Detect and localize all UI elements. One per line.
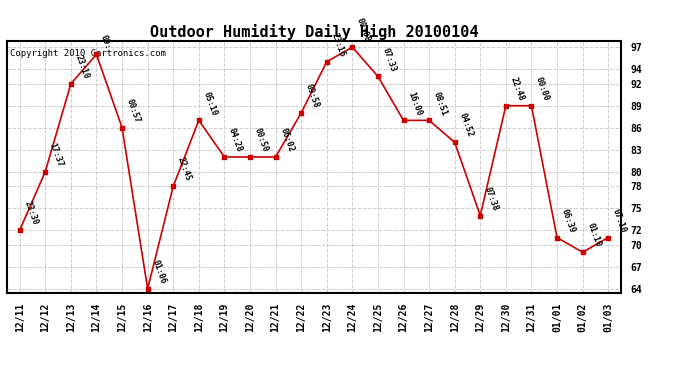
Text: 05:10: 05:10 <box>201 90 218 117</box>
Text: 17:37: 17:37 <box>48 141 65 168</box>
Text: 04:28: 04:28 <box>227 127 244 153</box>
Text: 00:00: 00:00 <box>534 75 551 102</box>
Point <box>14 227 26 233</box>
Text: 09:: 09: <box>99 34 112 51</box>
Point <box>500 103 511 109</box>
Text: 07:33: 07:33 <box>380 46 397 73</box>
Point <box>168 183 179 189</box>
Text: 07:38: 07:38 <box>483 185 500 212</box>
Point <box>40 169 51 175</box>
Point <box>475 213 486 219</box>
Text: 00:08: 00:08 <box>355 17 372 44</box>
Text: 06:02: 06:02 <box>278 127 295 153</box>
Text: 06:39: 06:39 <box>560 207 577 234</box>
Text: 16:00: 16:00 <box>406 90 423 117</box>
Text: 01:06: 01:06 <box>150 259 167 285</box>
Point <box>373 74 384 80</box>
Text: 00:50: 00:50 <box>253 127 270 153</box>
Point <box>398 117 409 123</box>
Point <box>270 154 281 160</box>
Point <box>244 154 255 160</box>
Text: 23:30: 23:30 <box>22 200 39 226</box>
Point <box>117 124 128 130</box>
Point <box>347 44 358 50</box>
Point <box>322 59 333 65</box>
Point <box>91 51 102 57</box>
Text: Copyright 2010 Cartronics.com: Copyright 2010 Cartronics.com <box>10 49 166 58</box>
Text: 01:10: 01:10 <box>585 222 602 249</box>
Point <box>551 234 562 240</box>
Text: 00:57: 00:57 <box>125 98 141 124</box>
Point <box>66 81 77 87</box>
Point <box>193 117 204 123</box>
Point <box>295 110 306 116</box>
Point <box>449 140 460 146</box>
Point <box>577 249 588 255</box>
Point <box>602 234 613 240</box>
Title: Outdoor Humidity Daily High 20100104: Outdoor Humidity Daily High 20100104 <box>150 24 478 40</box>
Text: 08:51: 08:51 <box>432 90 448 117</box>
Point <box>424 117 435 123</box>
Text: 07:10: 07:10 <box>611 207 628 234</box>
Point <box>142 286 153 292</box>
Text: 23:16: 23:16 <box>329 32 346 58</box>
Text: 04:52: 04:52 <box>457 112 474 139</box>
Point <box>526 103 537 109</box>
Point <box>219 154 230 160</box>
Text: 09:58: 09:58 <box>304 83 321 110</box>
Text: 23:10: 23:10 <box>73 54 90 80</box>
Text: 22:45: 22:45 <box>176 156 193 183</box>
Text: 22:48: 22:48 <box>509 75 525 102</box>
